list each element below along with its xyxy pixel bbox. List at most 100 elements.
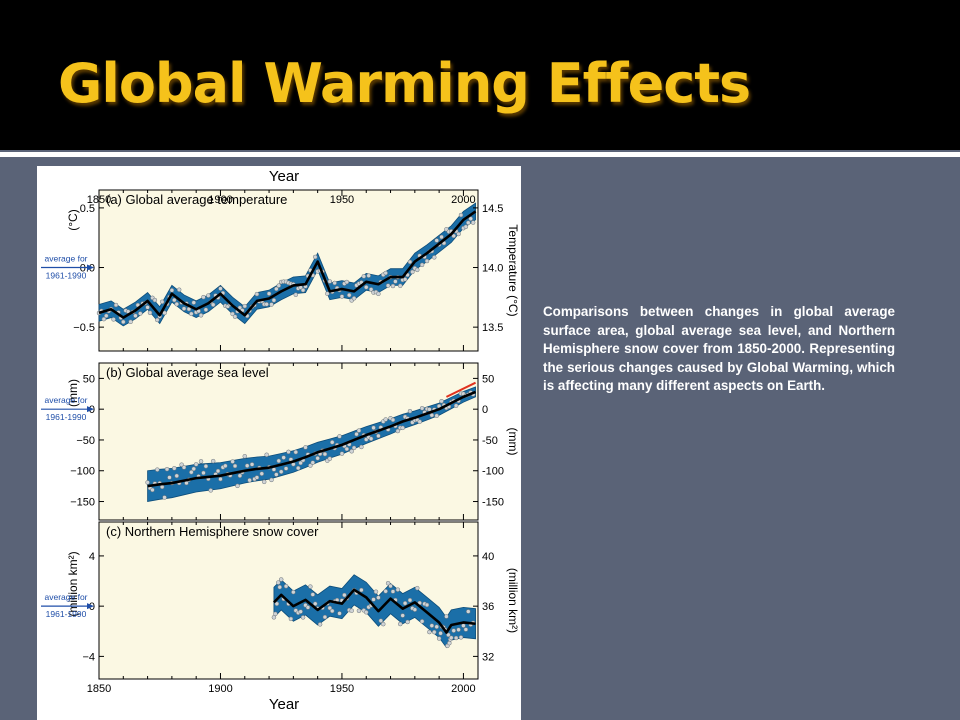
data-point [376,433,381,439]
reference-label: average for [45,254,88,264]
data-point [145,480,150,485]
x-tick-label-top: 1950 [330,194,354,206]
data-point [419,406,425,411]
panel-frame [98,189,479,352]
data-point [361,274,367,279]
data-point [432,255,437,260]
data-point [434,238,439,243]
data-point [247,477,252,483]
data-point [300,287,306,293]
data-point [453,403,459,408]
y-tick-label: 4 [89,551,95,563]
panel-title: (a) Global average temperature [106,192,287,207]
data-point [451,628,456,633]
y-axis-label: (mm) [66,379,80,407]
data-point [189,469,194,475]
data-point [329,440,335,445]
data-point [150,487,155,493]
data-point [456,231,461,237]
data-point [162,495,167,500]
climate-figure: Year Year (a) Global average temperature… [37,166,521,720]
data-point [303,445,308,450]
data-point [286,449,291,455]
data-point [463,627,469,632]
data-point [147,310,153,316]
data-point [210,302,216,308]
data-point [244,463,250,468]
data-point [381,621,386,627]
top-axis-label: Year [269,168,299,185]
y-tick-label-right: -150 [482,497,504,509]
data-point [346,292,352,298]
data-point [317,622,323,627]
data-point [419,619,425,624]
y-tick-label: −0.5 [73,322,95,334]
data-point [201,294,206,300]
y-tick-label-right: 32 [482,651,494,663]
smoothed-series-line [98,210,477,319]
data-point [376,595,381,600]
y-axis-label-right: Temperature (°C) [506,224,520,316]
title-divider [0,152,960,157]
data-point [310,592,316,597]
y-tick-label: 50 [83,373,95,385]
data-point [439,234,444,240]
x-tick-label-bottom: 1850 [87,683,111,695]
data-point [174,301,179,307]
data-point [390,417,396,423]
data-point [325,291,330,296]
y-tick-label-right: 0 [482,404,488,416]
x-tick-label-bottom: 2000 [451,683,475,695]
data-point [463,224,469,230]
data-point [354,431,359,437]
data-point [172,297,177,303]
data-point [327,605,333,611]
data-point [339,451,345,456]
data-point [407,259,413,265]
data-point [111,317,116,322]
data-point [458,212,464,218]
satellite-series-line [445,381,477,398]
y-tick-label-right: 14.5 [482,203,503,215]
data-point [351,445,357,451]
data-point [167,475,172,480]
data-point [159,299,165,305]
data-point [235,483,240,489]
data-point [356,428,362,433]
y-tick-label-right: 50 [482,373,494,385]
data-point [308,584,313,589]
y-tick-label: −150 [70,497,95,509]
panel-title: (c) Northern Hemisphere snow cover [106,524,319,539]
data-point [407,597,413,603]
data-point [368,436,374,441]
data-point [410,269,415,275]
x-tick-label-bottom: 1950 [330,683,354,695]
data-point [368,287,374,292]
data-point [398,283,403,289]
data-point [274,472,279,477]
data-point [281,455,286,460]
data-point [337,434,342,439]
y-axis-label-right: (million km²) [506,568,520,633]
data-point [215,468,221,474]
data-point [322,451,328,457]
data-point [203,307,209,312]
data-point [390,589,396,594]
reference-label: 1961-1990 [46,412,87,422]
data-point [269,302,274,307]
data-point [218,286,223,291]
data-point [291,589,296,595]
data-point [329,608,335,614]
data-point [434,624,439,630]
data-point [259,471,265,476]
data-point [133,313,138,319]
title-bar: Global Warming Effects [0,0,960,150]
y-axis-label: (°C) [66,209,80,230]
data-point [373,589,379,594]
data-point [349,449,354,454]
y-axis-label-right: (mm) [506,428,520,456]
data-point [436,636,442,641]
data-point [444,614,449,619]
data-point [269,477,274,483]
y-tick-label: −4 [82,651,95,663]
